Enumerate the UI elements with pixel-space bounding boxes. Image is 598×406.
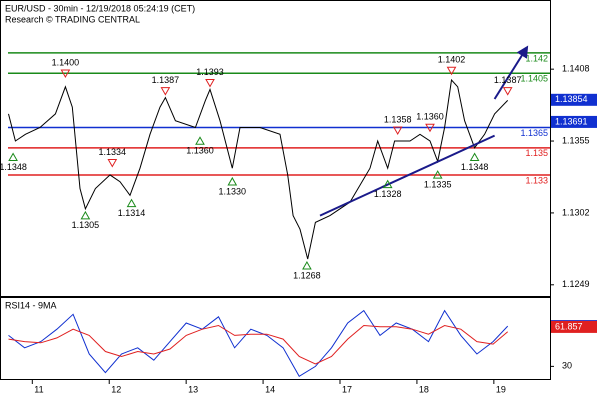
peak-marker	[160, 87, 171, 96]
trend-line	[319, 134, 496, 217]
peak-marker	[425, 123, 435, 133]
price-box-label: 1.13691	[555, 116, 588, 126]
peak-marker	[502, 87, 513, 96]
trough-label: 1.1335	[424, 180, 452, 190]
price-box	[551, 320, 597, 333]
peak-label: 1.1334	[99, 147, 127, 157]
chart-subtitle: Research © TRADING CENTRAL	[5, 14, 140, 24]
price-box-label: 1.13854	[555, 94, 588, 104]
price-box	[551, 93, 597, 106]
trough-marker	[469, 152, 480, 162]
peak-label: 1.1387	[152, 75, 180, 85]
trough-marker	[80, 210, 91, 220]
x-tick-label: 12	[111, 384, 121, 394]
trough-label: 1.1314	[118, 208, 146, 218]
projection-arrow	[493, 45, 529, 100]
peak-marker	[446, 66, 457, 76]
peak-marker	[205, 79, 215, 88]
chart-title: EUR/USD - 30min - 12/19/2018 05:24:19 (C…	[5, 3, 195, 13]
x-tick-label: 19	[496, 384, 506, 394]
level-label: 1.135	[525, 148, 548, 158]
trough-label: 1.1330	[219, 186, 247, 196]
rsi-title: RSI14 - 9MA	[5, 300, 57, 310]
peak-marker	[60, 69, 71, 79]
peak-marker	[392, 126, 403, 135]
trough-label: 1.1360	[186, 146, 214, 156]
x-tick-label: 11	[34, 384, 43, 394]
peak-marker	[107, 159, 118, 168]
trough-label: 1.1348	[461, 162, 489, 172]
level-label: 1.1365	[520, 128, 548, 138]
peak-label: 1.1387	[494, 75, 522, 85]
y-tick-label: 1.1249	[562, 279, 590, 289]
level-label: 1.142	[525, 53, 548, 63]
y-tick-label: 1.1355	[562, 135, 590, 145]
trough-marker	[195, 136, 205, 145]
x-tick-label: 17	[342, 384, 352, 394]
trough-marker	[8, 152, 18, 162]
peak-label: 1.1400	[52, 57, 80, 67]
trough-label: 1.1268	[293, 270, 321, 280]
trough-marker	[302, 261, 312, 270]
main-frame	[0, 0, 551, 297]
level-label: 1.1405	[520, 74, 548, 84]
trough-label: 1.1305	[72, 220, 100, 230]
rsi-line	[8, 324, 509, 365]
level-label: 1.133	[525, 175, 548, 185]
trough-marker	[432, 170, 443, 179]
trough-marker	[227, 176, 238, 186]
y-tick-label: 1.1408	[562, 64, 590, 74]
x-tick-label: 14	[265, 384, 275, 394]
x-tick-label: 18	[419, 384, 429, 394]
price-box	[551, 115, 597, 128]
price-box-label: 61.857	[555, 321, 583, 331]
price-line	[8, 78, 509, 260]
rsi-tick-label: 30	[562, 361, 572, 371]
trough-marker	[126, 198, 137, 208]
peak-label: 1.1360	[416, 112, 444, 122]
x-tick-label: 13	[188, 384, 198, 394]
peak-label: 1.1393	[196, 67, 224, 77]
rsi-frame	[0, 297, 551, 380]
peak-label: 1.1402	[438, 55, 466, 65]
rsi-line	[8, 309, 509, 377]
peak-label: 1.1358	[384, 114, 412, 124]
trough-label: 1.1328	[374, 189, 402, 199]
trough-label: 1.1348	[0, 162, 27, 172]
y-tick-label: 1.1302	[562, 207, 590, 217]
trough-marker	[382, 179, 393, 189]
